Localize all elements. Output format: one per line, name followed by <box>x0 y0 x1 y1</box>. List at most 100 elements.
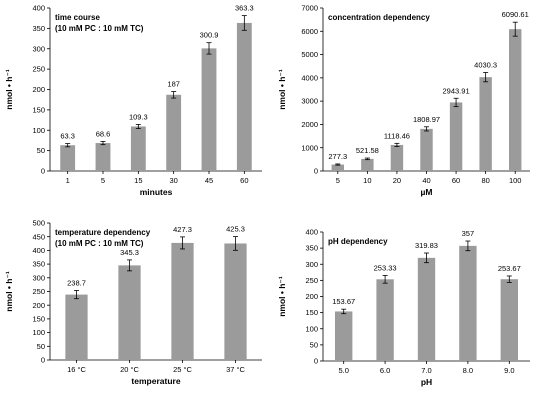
x-tick-label: 1 <box>66 176 70 185</box>
data-label: 319.83 <box>415 241 438 250</box>
y-tick-label: 50 <box>37 146 45 155</box>
y-tick-label: 350 <box>32 260 45 269</box>
y-axis-title: nmol • h⁻¹ <box>277 69 287 110</box>
y-tick-label: 300 <box>305 260 318 269</box>
y-tick-label: 200 <box>32 301 45 310</box>
x-tick-label: 45 <box>205 176 213 185</box>
y-tick-label: 400 <box>305 228 318 237</box>
y-tick-label: 150 <box>32 315 45 324</box>
x-axis-title: temperature <box>131 376 180 386</box>
y-tick-label: 300 <box>32 273 45 282</box>
data-label: 253.67 <box>498 264 521 273</box>
y-tick-label: 100 <box>32 126 45 135</box>
y-axis-title: nmol • h⁻¹ <box>277 276 287 317</box>
x-tick-label: 80 <box>481 176 489 185</box>
y-tick-label: 0 <box>314 357 318 366</box>
data-label: 109.3 <box>129 112 148 121</box>
data-label: 63.3 <box>60 132 75 141</box>
y-tick-label: 1000 <box>301 143 318 152</box>
bar <box>171 242 194 360</box>
x-tick-label: 16 °C <box>67 365 86 374</box>
y-axis-title: nmol • h⁻¹ <box>4 271 14 312</box>
data-label: 363.3 <box>235 4 254 13</box>
panel-title: temperature dependency <box>55 228 151 237</box>
chart-panel-1: 0 50 100 150 200 250 300 350 400 63.3 1 68.6 5 109.3 1… <box>4 4 262 197</box>
y-tick-label: 5000 <box>301 50 318 59</box>
y-tick-label: 400 <box>32 246 45 255</box>
chart-panel-2: 0 1000 2000 3000 4000 5000 6000 7000 277.3 5 521.5… <box>277 4 530 197</box>
x-tick-label: 20 °C <box>120 365 139 374</box>
y-axis-title: nmol • h⁻¹ <box>4 69 14 110</box>
data-label: 300.9 <box>200 31 219 40</box>
x-tick-label: 7.0 <box>421 366 431 375</box>
x-tick-label: 60 <box>240 176 248 185</box>
x-tick-label: 5 <box>336 176 340 185</box>
y-tick-label: 100 <box>32 328 45 337</box>
bar <box>60 145 76 171</box>
data-label: 187 <box>167 80 180 89</box>
bar <box>201 48 217 171</box>
y-tick-label: 250 <box>32 287 45 296</box>
bar <box>459 245 477 361</box>
x-tick-label: 6.0 <box>380 366 390 375</box>
bar <box>118 265 141 360</box>
x-tick-label: 100 <box>509 176 522 185</box>
bar <box>376 279 394 361</box>
chart-panel-4: 0 50 100 150 200 250 300 350 400 153.67 5.0 253.33 6… <box>277 228 530 387</box>
bar <box>331 164 344 171</box>
y-tick-label: 0 <box>41 356 45 365</box>
panel-subtitle: (10 mM PC : 10 mM TC) <box>55 24 144 33</box>
data-label: 68.6 <box>96 129 111 138</box>
bar <box>130 126 146 171</box>
bar <box>420 128 433 171</box>
y-tick-label: 3000 <box>301 97 318 106</box>
bar <box>95 143 111 171</box>
bar <box>417 257 436 361</box>
y-tick-label: 400 <box>32 4 45 13</box>
y-tick-label: 7000 <box>301 4 318 13</box>
x-tick-label: 5 <box>101 176 105 185</box>
y-tick-label: 50 <box>37 342 45 351</box>
y-tick-label: 350 <box>32 24 45 33</box>
x-tick-label: 60 <box>452 176 460 185</box>
bar <box>500 279 518 361</box>
bar <box>224 243 247 360</box>
x-axis-title: pH <box>421 377 432 387</box>
y-tick-label: 6000 <box>301 27 318 36</box>
y-tick-label: 300 <box>32 44 45 53</box>
panel-subtitle: (10 mM PC : 10 mM TC) <box>55 239 144 248</box>
y-tick-label: 150 <box>305 308 318 317</box>
data-label: 345.3 <box>120 248 139 257</box>
data-label: 2943.91 <box>443 86 470 95</box>
bar <box>390 144 404 171</box>
y-tick-label: 250 <box>305 276 318 285</box>
x-tick-label: 37 °C <box>226 365 245 374</box>
data-label: 153.67 <box>332 297 355 306</box>
x-tick-label: 40 <box>422 176 430 185</box>
x-axis-title: minutes <box>140 187 173 197</box>
x-tick-label: 8.0 <box>463 366 473 375</box>
panel-title: time course <box>55 13 100 22</box>
data-label: 238.7 <box>67 278 86 287</box>
data-label: 253.33 <box>374 263 397 272</box>
y-tick-label: 350 <box>305 244 318 253</box>
y-tick-label: 200 <box>32 85 45 94</box>
bar <box>449 102 463 171</box>
data-label: 427.3 <box>173 225 192 234</box>
bar <box>509 29 522 171</box>
x-tick-label: 9.0 <box>504 366 514 375</box>
data-label: 357 <box>462 229 475 238</box>
x-tick-label: 15 <box>134 176 142 185</box>
x-tick-label: 25 °C <box>173 365 192 374</box>
y-tick-label: 200 <box>305 292 318 301</box>
bar <box>236 22 252 172</box>
bar <box>335 311 353 361</box>
data-label: 6090.61 <box>502 10 529 19</box>
x-tick-label: 20 <box>393 176 401 185</box>
chart-panel-3: 0 50 100 150 200 250 300 350 400 450 500 238.7 16 °C… <box>4 219 262 386</box>
x-tick-label: 30 <box>169 176 177 185</box>
bar <box>361 158 374 171</box>
y-tick-label: 2000 <box>301 120 318 129</box>
x-tick-label: 10 <box>363 176 371 185</box>
